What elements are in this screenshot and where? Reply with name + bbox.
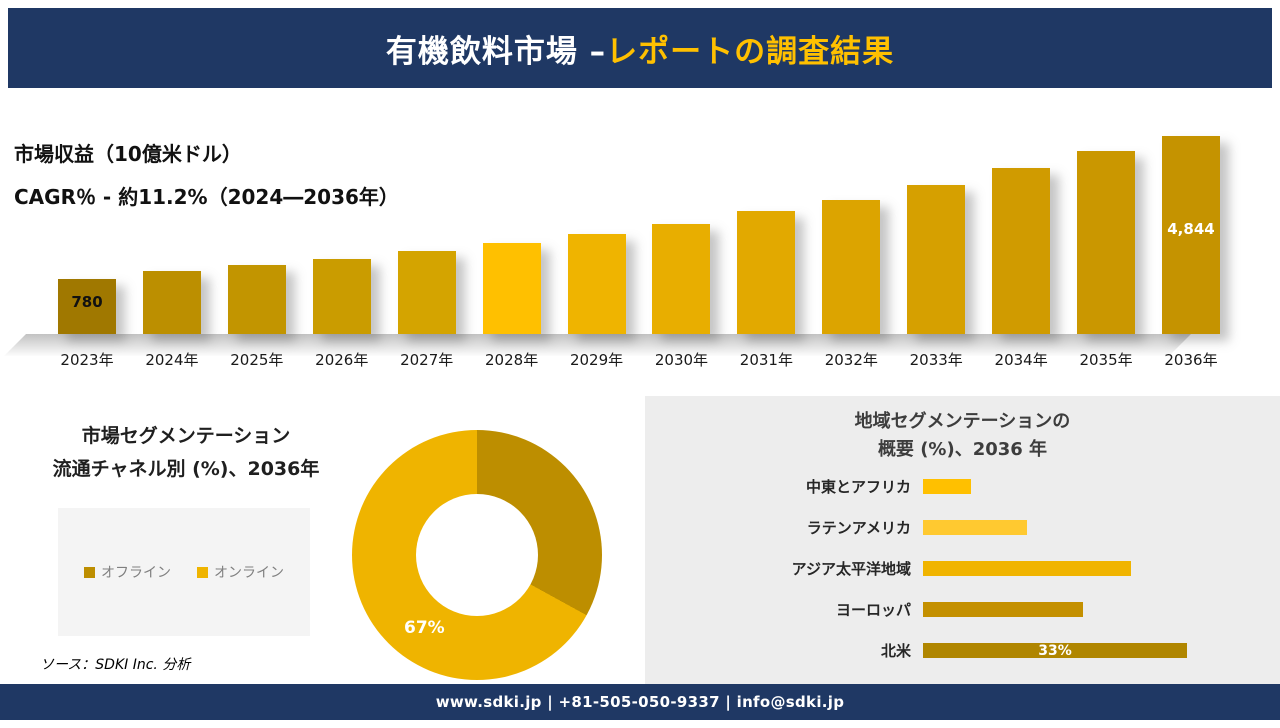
region-row: ヨーロッパ <box>645 589 1280 630</box>
revenue-year-label: 2031年 <box>739 351 793 369</box>
online-label: オンライン <box>214 565 284 581</box>
region-bar <box>923 479 971 494</box>
region-bar: 33% <box>923 642 1187 659</box>
revenue-bars: 780 4,844 <box>58 134 1220 334</box>
region-row: 北米 33% <box>645 630 1280 671</box>
revenue-bar-value: 780 <box>71 293 103 311</box>
page-title-accent: レポートの調査結果 <box>606 33 895 70</box>
region-title-line1: 地域セグメンテーションの <box>854 411 1071 432</box>
revenue-year-label: 2026年 <box>315 351 369 369</box>
region-title-line2: 概要 (%)、2036 年 <box>877 439 1048 460</box>
revenue-bar <box>397 251 456 334</box>
page-title: 有機飲料市場 –レポートの調査結果 <box>386 26 894 71</box>
revenue-bar <box>1077 151 1136 334</box>
revenue-bar <box>142 271 201 334</box>
revenue-bar <box>482 243 541 334</box>
region-row: アジア太平洋地域 <box>645 548 1280 589</box>
distribution-title: 市場セグメンテーション 流通チャネル別 (%)、2036年 <box>16 420 356 486</box>
revenue-bar <box>737 211 796 334</box>
report-header: 有機飲料市場 –レポートの調査結果 <box>8 8 1272 88</box>
revenue-bar <box>992 168 1051 334</box>
online-swatch <box>197 566 208 578</box>
region-label: 北米 <box>880 642 911 660</box>
revenue-bar: 4,844 <box>1161 136 1220 334</box>
region-bar-value: 33% <box>1038 642 1072 659</box>
legend-item-online: オンライン <box>197 562 284 582</box>
region-row: 中東とアフリカ <box>645 466 1280 507</box>
region-bar <box>923 602 1083 617</box>
footer-contact: www.sdki.jp | +81-505-050-9337 | info@sd… <box>435 693 845 711</box>
distribution-legend: オフライン オンライン <box>58 508 310 636</box>
revenue-bar <box>652 224 711 334</box>
revenue-bar <box>312 259 371 334</box>
revenue-year-label: 2025年 <box>230 351 284 369</box>
region-label: ラテンアメリカ <box>806 519 911 537</box>
distribution-title-line1: 市場セグメンテーション <box>81 425 291 447</box>
region-chart: 中東とアフリカ ラテンアメリカアジア太平洋地域ヨーロッパ北米 33% <box>645 466 1280 671</box>
revenue-bar <box>822 200 881 334</box>
offline-swatch <box>84 566 95 578</box>
revenue-year-label: 2032年 <box>824 351 878 369</box>
revenue-metric-label: 市場収益（10億米ドル） <box>14 142 242 166</box>
revenue-year-label: 2024年 <box>145 351 199 369</box>
revenue-bar <box>907 185 966 334</box>
revenue-years: 2023年 2024年 2025年 2026年 2027年 2028年 2029年 2030年… <box>58 349 1220 370</box>
region-label: 中東とアフリカ <box>805 478 911 496</box>
revenue-year-label: 2030年 <box>654 351 709 369</box>
offline-label: オフライン <box>101 565 171 581</box>
revenue-year-label: 2029年 <box>569 351 624 369</box>
distribution-panel: 市場セグメンテーション 流通チャネル別 (%)、2036年 オフライン オンライ… <box>0 396 645 684</box>
revenue-year-label: 2034年 <box>994 351 1048 369</box>
revenue-year-label: 2027年 <box>400 351 454 369</box>
revenue-year-label: 2028年 <box>485 351 539 369</box>
footer: www.sdki.jp | +81-505-050-9337 | info@sd… <box>0 684 1280 720</box>
revenue-year-label: 2035年 <box>1079 351 1133 369</box>
region-label: ヨーロッパ <box>835 601 911 619</box>
donut-share-label: 67% <box>404 618 445 638</box>
revenue-bar-value: 4,844 <box>1167 220 1215 238</box>
region-title: 地域セグメンテーションの 概要 (%)、2036 年 <box>645 408 1280 464</box>
revenue-year-label: 2023年 <box>60 351 114 369</box>
bottom-section: 市場セグメンテーション 流通チャネル別 (%)、2036年 オフライン オンライ… <box>0 396 1280 684</box>
region-label: アジア太平洋地域 <box>791 560 911 578</box>
revenue-bar: 780 <box>58 279 116 334</box>
distribution-title-line2: 流通チャネル別 (%)、2036年 <box>52 458 320 480</box>
revenue-cagr-label: CAGR％ - 約11.2%（2024―2036年） <box>14 185 399 209</box>
page-title-main: 有機飲料市場 – <box>385 33 607 70</box>
region-bar <box>923 561 1131 576</box>
legend-item-offline: オフライン <box>84 562 171 582</box>
revenue-heading: 市場収益（10億米ドル） CAGR％ - 約11.2%（2024―2036年） <box>14 138 399 210</box>
region-panel: 地域セグメンテーションの 概要 (%)、2036 年 中東とアフリカ ラテンアメリ… <box>645 396 1280 684</box>
region-row: ラテンアメリカ <box>645 507 1280 548</box>
distribution-donut-chart: 67% <box>352 430 602 680</box>
source-note: ソース：SDKI Inc. 分析 <box>40 657 191 673</box>
revenue-section: 市場収益（10億米ドル） CAGR％ - 約11.2%（2024―2036年） … <box>0 96 1280 396</box>
revenue-year-label: 2033年 <box>909 351 963 369</box>
revenue-year-label: 2036年 <box>1164 351 1218 369</box>
revenue-bar <box>227 265 286 334</box>
revenue-bar <box>567 234 626 334</box>
region-bar <box>923 520 1027 535</box>
